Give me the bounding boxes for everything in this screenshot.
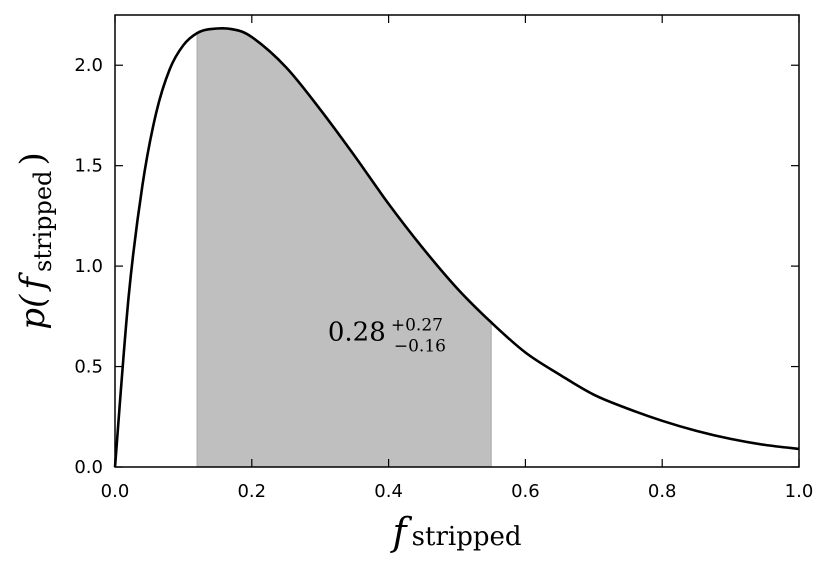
y-tick-label: 1.0 (74, 256, 103, 277)
x-tick-label: 1.0 (785, 481, 814, 502)
x-axis-label-sub: stripped (412, 522, 522, 552)
annotation-upper-error: +0.27 (391, 315, 443, 335)
axis-ticks (114, 15, 800, 468)
x-axis-label: f stripped (389, 510, 521, 554)
y-axis-label: p( f stripped ) (13, 152, 57, 330)
x-tick-label: 0.0 (101, 481, 130, 502)
median-annotation: 0.28 +0.27 −0.16 (328, 315, 448, 356)
density-line (113, 26, 800, 468)
shaded-area (197, 28, 492, 467)
y-tick-label: 1.5 (74, 156, 103, 177)
x-tick-label: 0.4 (374, 481, 403, 502)
y-tick-label: 2.0 (74, 55, 103, 76)
x-axis-label-main: f (389, 510, 412, 554)
annotation-value: 0.28 (328, 317, 386, 347)
y-axis-label-close: ) (13, 152, 53, 165)
y-axis-label-func: p( (13, 294, 53, 330)
density-curve (113, 26, 800, 468)
y-tick-labels: 0.0 0.5 1.0 1.5 2.0 (74, 55, 103, 478)
y-axis-label-main: f (13, 272, 53, 293)
y-axis-label-sub: stripped (29, 171, 57, 272)
credible-interval-shading (196, 28, 492, 467)
y-tick-label: 0.5 (74, 357, 103, 378)
plot-frame (114, 14, 800, 468)
x-tick-label: 0.8 (648, 481, 677, 502)
x-tick-label: 0.6 (511, 481, 540, 502)
y-tick-label: 0.0 (74, 457, 103, 478)
x-tick-labels: 0.0 0.2 0.4 0.6 0.8 1.0 (101, 481, 814, 502)
annotation-lower-error: −0.16 (394, 336, 446, 356)
x-tick-label: 0.2 (237, 481, 266, 502)
